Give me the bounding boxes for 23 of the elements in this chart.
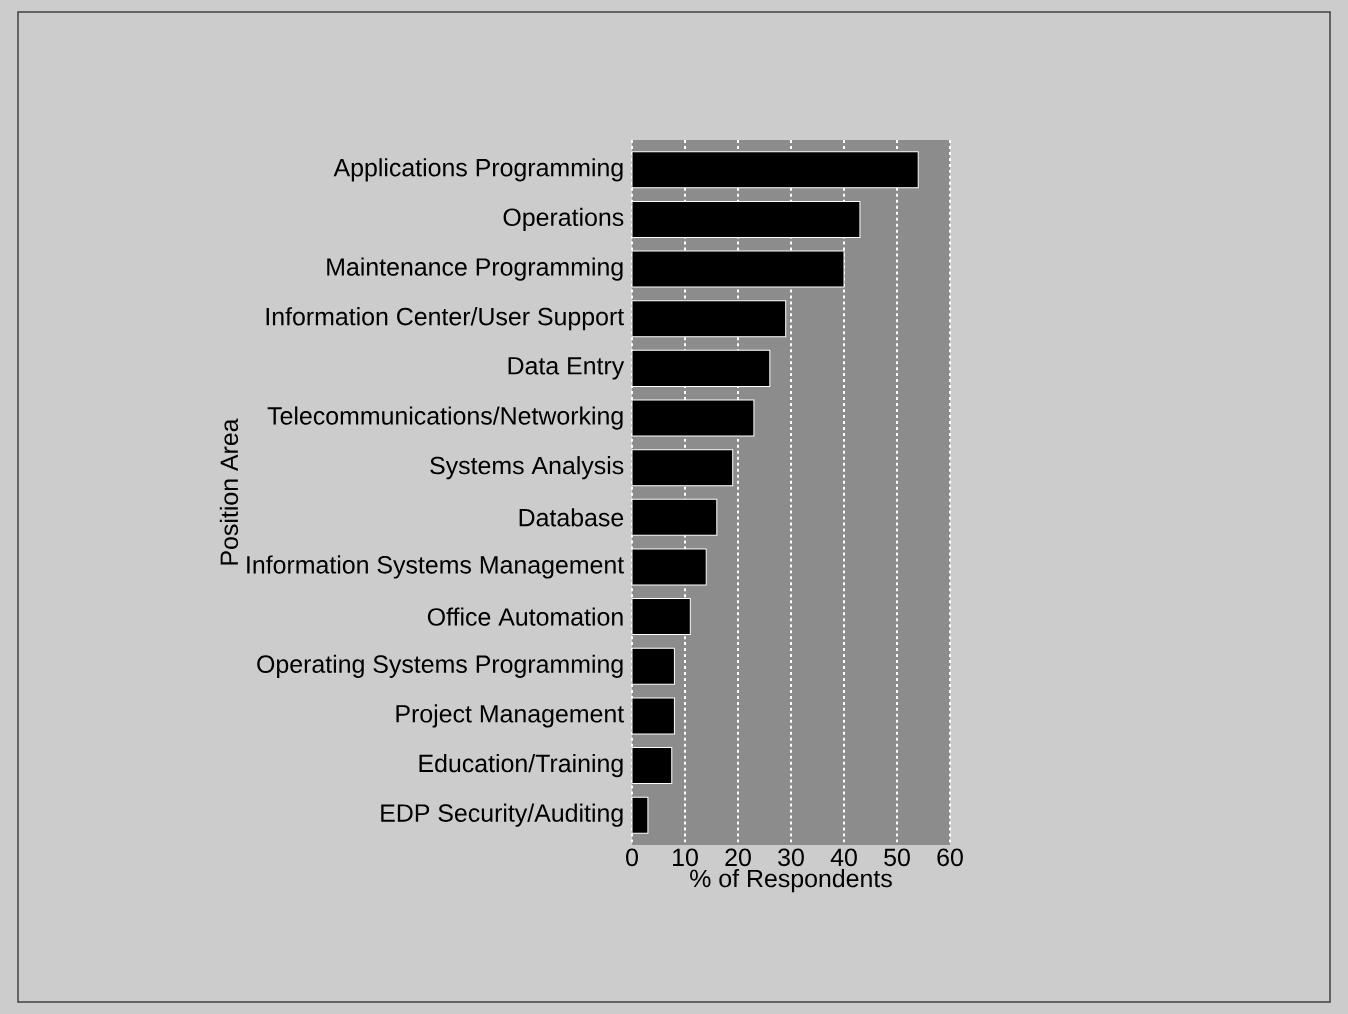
x-tick-label: 20 [725, 848, 751, 867]
y-tick-label: Maintenance Programming [327, 257, 623, 281]
y-tick-label: Information Systems Management [247, 555, 624, 579]
x-tick-label: 50 [884, 848, 910, 867]
y-tick-label: Database [519, 508, 624, 527]
y-axis-title: Position Area [219, 418, 239, 565]
x-tick-label: 40 [830, 848, 857, 867]
y-tick-label: Education/Training [419, 753, 623, 778]
y-tick-label: Data Entry [508, 357, 625, 380]
x-tick-label: 0 [626, 848, 638, 867]
y-tick-label: Operations [503, 207, 624, 232]
x-axis-title: % of Respondents [690, 869, 892, 893]
x-tick-label: 10 [673, 848, 698, 867]
x-tick-label: 60 [937, 848, 963, 867]
x-tick-label: 30 [778, 848, 804, 867]
y-tick-label: Applications Programming [333, 158, 623, 182]
y-tick-label: Telecommunications/Networking [267, 406, 623, 430]
y-tick-label: Information Center/User Support [266, 307, 624, 331]
y-tick-label: EDP Security/Auditing [381, 803, 623, 827]
y-tick-label: Systems Analysis [430, 456, 624, 480]
y-tick-label: Project Management [396, 704, 624, 728]
y-tick-label: Operating Systems Programming [257, 654, 623, 678]
y-tick-label: Office Automation [427, 607, 623, 626]
